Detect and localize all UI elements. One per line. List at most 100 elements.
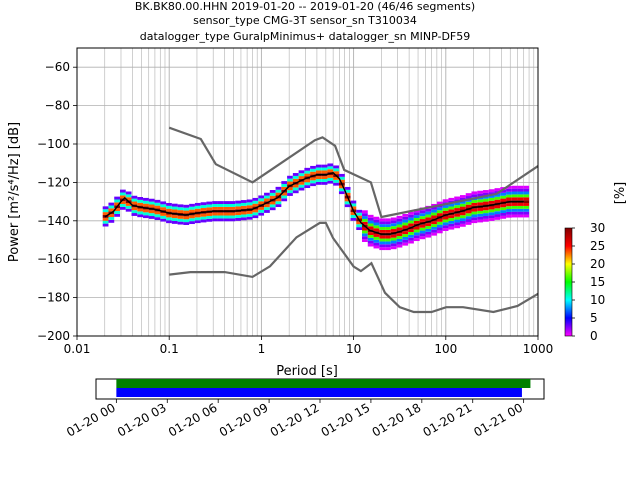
probability-cell — [333, 182, 339, 186]
probability-cell — [189, 203, 195, 207]
probability-cell — [436, 218, 443, 222]
probability-cell — [350, 212, 357, 215]
probability-cell — [385, 227, 391, 230]
probability-cell — [287, 175, 293, 179]
probability-cell — [310, 183, 316, 187]
probability-cell — [148, 204, 155, 208]
probability-cell — [431, 232, 437, 236]
probability-cell — [448, 209, 455, 213]
probability-cell — [517, 194, 524, 198]
probability-cell — [154, 211, 161, 215]
probability-cell — [177, 215, 184, 219]
probability-cell — [436, 224, 443, 228]
probability-cell — [471, 217, 478, 221]
x-axis-label: Period [s] — [276, 364, 338, 379]
probability-cell — [419, 216, 426, 220]
probability-cell — [137, 211, 144, 215]
probability-cell — [379, 247, 386, 251]
probability-cell — [483, 201, 489, 205]
probability-cell — [465, 201, 472, 205]
probability-cell — [448, 206, 455, 210]
timeline-bar-data — [116, 379, 531, 388]
probability-cell — [183, 210, 190, 214]
probability-cell — [269, 207, 276, 211]
probability-cell — [523, 203, 530, 206]
y-tick-label: −180 — [37, 291, 70, 305]
probability-cell — [367, 226, 374, 230]
probability-cell — [471, 194, 478, 198]
probability-cell — [137, 199, 144, 203]
probability-cell — [321, 179, 328, 182]
probability-cell — [500, 189, 507, 193]
probability-cell — [413, 212, 420, 216]
probability-cell — [108, 202, 115, 206]
probability-cell — [212, 212, 218, 216]
probability-cell — [269, 204, 276, 208]
probability-cell — [356, 212, 363, 216]
probability-cell — [166, 214, 172, 218]
probability-cell — [471, 200, 478, 203]
probability-cell — [281, 186, 288, 190]
probability-cell — [321, 167, 328, 171]
probability-cell — [506, 214, 512, 218]
probability-cell — [402, 225, 409, 229]
probability-cell — [315, 170, 322, 174]
probability-cell — [362, 213, 368, 217]
timeline-bars — [116, 379, 531, 397]
probability-cell — [298, 173, 305, 177]
probability-cell — [154, 199, 161, 203]
probability-cell — [396, 218, 403, 222]
probability-cell — [396, 224, 403, 228]
probability-cell — [454, 205, 460, 209]
timeline-tick-label: 01-21 00 — [471, 400, 525, 439]
title-line-3: datalogger_type GuralpMinimus+ datalogge… — [140, 30, 471, 43]
probability-cell — [241, 202, 247, 206]
probability-cell — [454, 222, 460, 226]
probability-cell — [396, 221, 403, 225]
probability-cell — [506, 188, 512, 192]
probability-cell — [252, 209, 259, 213]
probability-cell — [459, 221, 466, 224]
probability-cell — [419, 224, 426, 228]
probability-cell — [459, 223, 466, 227]
probability-cell — [223, 212, 230, 216]
probability-cell — [292, 173, 299, 176]
probability-cell — [235, 200, 242, 204]
probability-cell — [183, 216, 190, 220]
probability-cell — [321, 176, 328, 180]
probability-cell — [488, 212, 495, 216]
probability-cell — [333, 179, 339, 183]
probability-cell — [442, 228, 449, 231]
probability-cell — [477, 202, 484, 206]
probability-cell — [344, 186, 351, 190]
probability-cell — [436, 210, 443, 214]
probability-cell — [494, 216, 501, 220]
probability-cell — [269, 192, 276, 196]
probability-cell — [362, 221, 368, 225]
probability-cell — [402, 239, 409, 243]
probability-cell — [258, 198, 265, 202]
y-axis-ticks: −200 −180 −160 −140 −120 −100 −80 −60 — [37, 60, 77, 343]
probability-cell — [292, 175, 299, 179]
probability-cell — [252, 215, 259, 219]
probability-cell — [390, 237, 397, 241]
probability-cell — [419, 236, 426, 240]
probability-cell — [275, 186, 282, 190]
probability-cell — [477, 219, 484, 223]
probability-cell — [241, 205, 247, 209]
probability-cell — [143, 200, 149, 204]
probability-cell — [390, 246, 397, 250]
probability-cell — [119, 206, 126, 210]
probability-cell — [379, 244, 386, 248]
probability-cell — [125, 194, 132, 198]
probability-cell — [367, 217, 374, 221]
probability-cell — [465, 221, 472, 225]
colorbar-tick-label: 15 — [590, 275, 605, 289]
probability-cell — [246, 199, 253, 203]
probability-cell — [177, 221, 184, 225]
probability-cell — [408, 217, 414, 221]
probability-cell — [177, 218, 184, 222]
probability-cell — [500, 195, 507, 199]
probability-cell — [246, 213, 253, 217]
